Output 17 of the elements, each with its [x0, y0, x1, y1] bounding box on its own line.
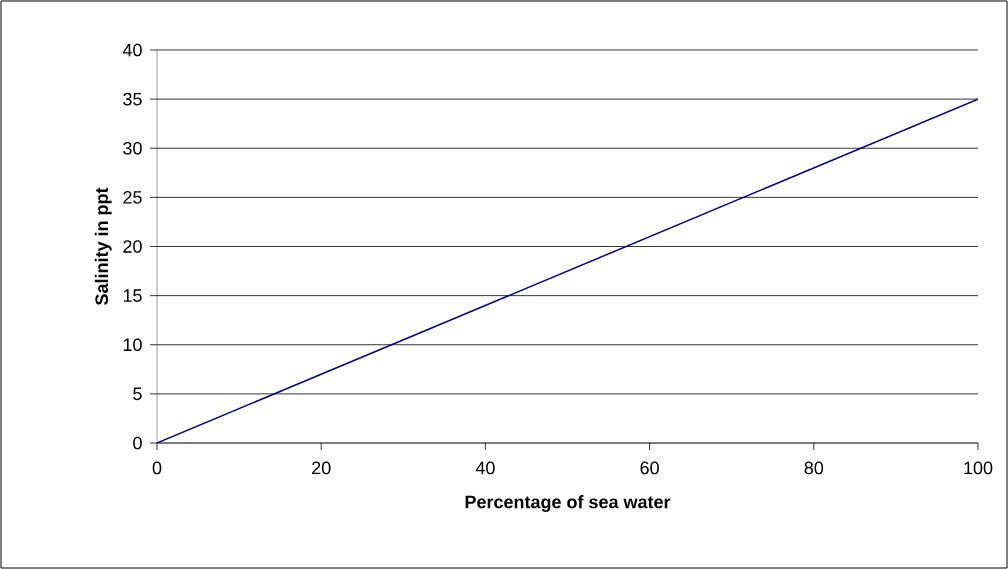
- y-tick-label: 0: [133, 436, 142, 450]
- y-tick-label: 10: [123, 338, 142, 352]
- y-tick-label: 40: [122, 43, 142, 57]
- y-tick-label: 15: [123, 289, 142, 302]
- y-tick-label: 5: [133, 387, 142, 401]
- y-tick-label: 35: [123, 92, 142, 106]
- x-tick-label: 80: [804, 461, 824, 475]
- x-tick-label: 20: [312, 461, 331, 475]
- y-axis-title: Salinity in ppt: [94, 187, 112, 305]
- y-tick-label: 20: [123, 240, 142, 253]
- y-tick-label: 25: [123, 191, 142, 204]
- x-tick-label: 60: [640, 461, 659, 475]
- x-tick-label: 0: [152, 461, 162, 475]
- x-tick-label: 100: [964, 461, 993, 475]
- x-axis-title: Percentage of sea water: [465, 495, 671, 512]
- x-tick-label: 40: [475, 461, 495, 475]
- y-tick-label: 30: [123, 141, 142, 155]
